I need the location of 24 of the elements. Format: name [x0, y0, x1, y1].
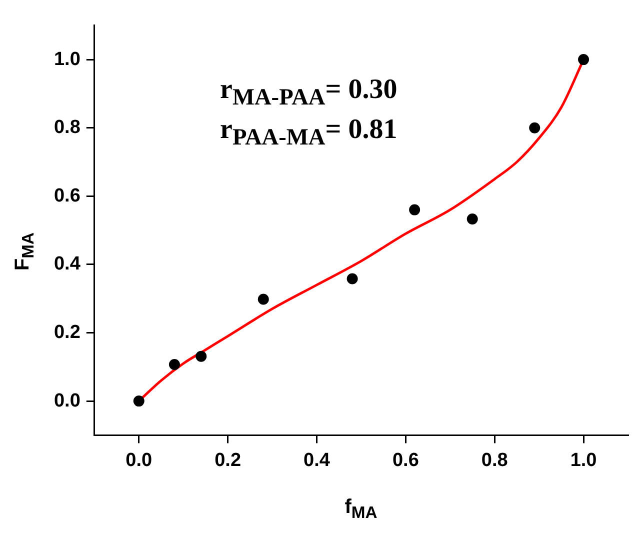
y-tick-label: 0.4 [54, 254, 81, 275]
y-tick-label: 0.8 [54, 117, 80, 138]
point [466, 214, 478, 225]
x-tick-label: 0.6 [392, 450, 419, 471]
y-tick-label: 1.0 [54, 48, 80, 70]
x-tick-label: 0.4 [304, 450, 330, 471]
point [346, 273, 358, 284]
annotation: r$_{PAA-MA}$= 0.81 [220, 114, 398, 152]
x-tick-label: 0.2 [214, 450, 242, 471]
point [409, 204, 420, 216]
point [529, 122, 540, 134]
point [196, 350, 207, 362]
x-tick-label: 0.8 [481, 450, 508, 471]
x-axis-title: f$_{MA}$ [344, 496, 378, 523]
y-tick-label: 0.6 [54, 185, 80, 206]
y-tick-label: 0.0 [54, 390, 80, 412]
y-tick-label: 0.2 [54, 322, 80, 343]
point [258, 294, 269, 305]
point [133, 396, 144, 407]
x-tick-label: 1.0 [570, 450, 597, 471]
annotation: r$_{MA-PAA}$= 0.30 [220, 74, 398, 112]
point [578, 54, 590, 66]
point [168, 359, 180, 370]
x-tick-label: 0.0 [126, 450, 152, 471]
